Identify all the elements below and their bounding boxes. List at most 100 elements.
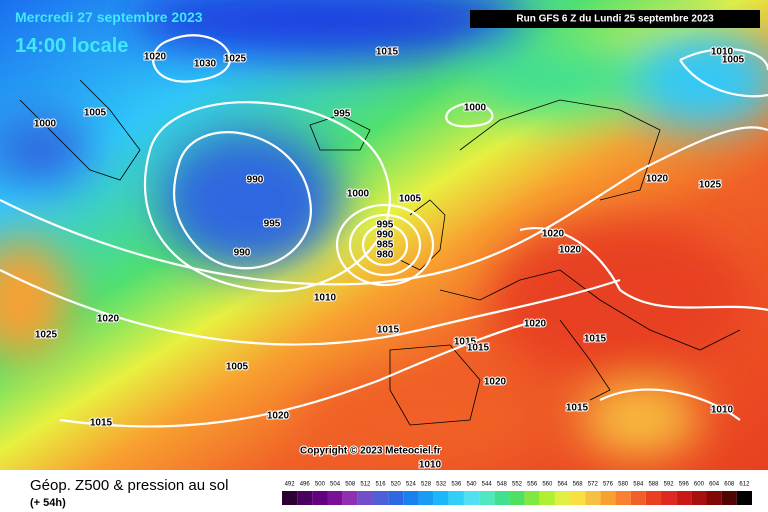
scale-swatch [282, 491, 298, 505]
scale-label: 560 [542, 482, 553, 488]
isobar-label: 1020 [484, 377, 507, 388]
color-scale: 492 496 500 504 508 512 516 520 524 528 532 536 540 5… [282, 482, 752, 505]
scale-swatch [570, 491, 586, 505]
isobar-label: 1015 [566, 403, 589, 414]
scale-label: 520 [391, 482, 402, 488]
date: Mercredi 27 septembre 2023 [15, 9, 203, 25]
scale-swatch [630, 491, 646, 505]
isobar-label: 1025 [224, 54, 247, 65]
scale-swatch [403, 491, 419, 505]
scale-label: 556 [527, 482, 538, 488]
scale-swatch [509, 491, 525, 505]
isobar-label: 1020 [267, 411, 290, 422]
field-blobs [0, 0, 768, 460]
isobar-label: 1015 [454, 337, 477, 348]
isobar-label: 1020 [542, 229, 565, 240]
scale-label: 500 [315, 482, 326, 488]
isobar-label: 995 [377, 220, 394, 231]
scale-label: 552 [512, 482, 523, 488]
scale-label: 536 [451, 482, 462, 488]
scale-swatch [479, 491, 495, 505]
scale-label: 540 [467, 482, 478, 488]
scale-swatch [524, 491, 540, 505]
scale-label: 564 [557, 482, 568, 488]
scale-swatch [661, 491, 677, 505]
isobar-label: 995 [264, 219, 281, 230]
isobar-label: 1020 [97, 314, 120, 325]
isobar-label: 1015 [467, 343, 490, 354]
scale-swatch [494, 491, 510, 505]
scale-label: 492 [285, 482, 296, 488]
isobar-label: 990 [377, 230, 394, 241]
time: 14:00 locale [15, 35, 128, 57]
scale-swatch [433, 491, 449, 505]
isobar-label: 1005 [226, 362, 249, 373]
scale-swatch [312, 491, 328, 505]
isobar-label: 1020 [559, 245, 582, 256]
scale-swatch [388, 491, 404, 505]
scale-label: 512 [360, 482, 371, 488]
isobar-labels: 1020 1030 1025 1015 1010 1005 1000 1005 995 1000 9… [33, 46, 746, 472]
isobar-label: 985 [377, 240, 394, 251]
scale-swatch [448, 491, 464, 505]
scale-label: 612 [739, 482, 750, 488]
scale-label: 572 [588, 482, 599, 488]
scale-label: 592 [664, 482, 675, 488]
scale-label: 528 [421, 482, 432, 488]
scale-swatch [539, 491, 555, 505]
scale-label: 608 [724, 482, 735, 488]
coastlines [19, 79, 741, 426]
scale-swatch [721, 491, 737, 505]
isobar-label: 995 [334, 109, 351, 120]
footer-subtitle: (+ 54h) [30, 497, 66, 509]
scale-swatch [706, 491, 722, 505]
isobar-label: 1015 [90, 418, 113, 429]
scale-swatch [736, 491, 752, 505]
isobar-label: 980 [377, 250, 394, 261]
isobar-label: 1020 [144, 52, 167, 63]
scale-label: 588 [648, 482, 659, 488]
isobar-label: 1000 [464, 103, 487, 114]
isobar-label: 1010 [711, 405, 734, 416]
scale-label: 508 [345, 482, 356, 488]
scale-swatch [645, 491, 662, 505]
scale-label: 596 [679, 482, 690, 488]
scale-label: 532 [436, 482, 447, 488]
isobars [0, 34, 768, 428]
scale-label: 524 [406, 482, 417, 488]
scale-swatch [691, 491, 707, 505]
scale-label: 600 [694, 482, 705, 488]
isobar-label: 1010 [711, 47, 734, 58]
run-box [470, 10, 760, 28]
scale-label: 576 [603, 482, 614, 488]
scale-label: 496 [300, 482, 311, 488]
isobar-label: 1000 [34, 119, 57, 130]
isobar-label: 990 [234, 248, 251, 259]
run-info: Run GFS 6 Z du Lundi 25 septembre 2023 [516, 14, 714, 25]
footer-title: Géop. Z500 & pression au sol [30, 477, 228, 494]
scale-label: 504 [330, 482, 341, 488]
isobar-label: 1015 [377, 325, 400, 336]
scale-swatch [297, 491, 313, 505]
isobar-label: 1025 [35, 330, 58, 341]
copyright: Copyright © 2023 Meteociel.fr [300, 446, 441, 457]
isobar-label: 1010 [314, 293, 337, 304]
scale-label: 548 [497, 482, 508, 488]
scale-swatch [585, 491, 601, 505]
isobar-label: 1030 [194, 59, 217, 70]
scale-swatch [554, 491, 571, 505]
scale-label: 568 [573, 482, 584, 488]
scale-swatch [372, 491, 389, 505]
isobar-label: 1015 [584, 334, 607, 345]
isobar-label: 1010 [419, 460, 442, 471]
isobar-label: 1025 [699, 180, 722, 191]
scale-swatch [327, 491, 343, 505]
isobar-label: 1005 [399, 194, 422, 205]
scale-swatch [676, 491, 692, 505]
scale-label: 584 [633, 482, 644, 488]
isobar-label: 1000 [347, 189, 370, 200]
scale-swatch [418, 491, 434, 505]
isobar-label: 1020 [524, 319, 547, 330]
